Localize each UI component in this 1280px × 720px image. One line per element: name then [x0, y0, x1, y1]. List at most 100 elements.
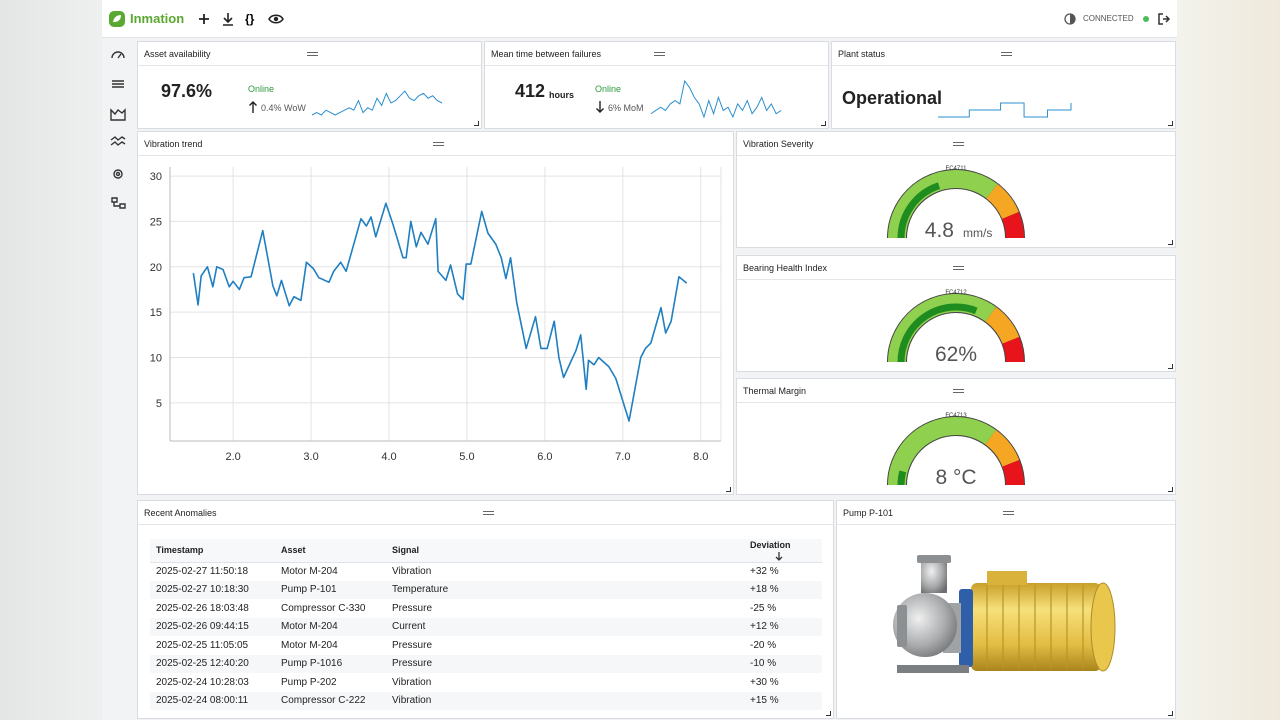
resize-handle[interactable]	[474, 121, 479, 126]
column-header[interactable]: Deviation	[744, 539, 822, 563]
logo	[109, 11, 125, 27]
table-row: 2025-02-26 09:44:15 Motor M-204 Current +12…	[150, 617, 822, 637]
line-chart: 5 10 15 20 25 30 2.0 3.0 4.0 5.0 6.0 7.0 8.0	[150, 167, 722, 463]
drag-handle[interactable]	[653, 52, 665, 56]
drag-handle[interactable]	[953, 142, 964, 146]
gauge-band	[888, 294, 996, 363]
kpi-change: 6% MoM	[608, 103, 644, 113]
anomalies-table: Timestamp Asset Signal Deviation 2025-02-27 …	[150, 539, 822, 711]
panel-title: Bearing Health Index	[737, 256, 1175, 280]
table-row: 2025-02-25 11:05:05 Motor M-204 Pressure -2…	[150, 636, 822, 655]
table-cell: +15 %	[744, 691, 822, 711]
resize-handle[interactable]	[1168, 121, 1173, 126]
table-cell: Current	[386, 617, 744, 637]
resize-handle[interactable]	[1168, 240, 1173, 245]
table-row: 2025-02-24 08:00:11 Compressor C-222 Vibra…	[150, 691, 822, 711]
sort-icon	[775, 551, 783, 561]
table-cell: Temperature	[386, 580, 744, 600]
gauge-value	[897, 303, 978, 363]
resize-handle[interactable]	[1168, 364, 1173, 369]
table-cell: 2025-02-26 18:03:48	[156, 602, 249, 614]
resize-handle[interactable]	[826, 711, 831, 716]
kpi-unit: hours	[549, 90, 575, 100]
arrow-down	[596, 101, 604, 113]
kpi-status: Online	[595, 84, 622, 94]
gauge-value	[897, 182, 941, 239]
drag-handle[interactable]	[482, 511, 494, 515]
y-tick-label: 25	[150, 216, 162, 228]
table-row: 2025-02-26 18:03:48 Compressor C-330 Press…	[150, 599, 822, 618]
table-cell: Vibration	[386, 691, 744, 711]
kpi-value: 412	[515, 81, 546, 101]
logout[interactable]	[1157, 12, 1171, 26]
kpi-panel: Plant status Operational	[831, 41, 1176, 129]
resize-handle[interactable]	[821, 121, 826, 126]
connection-status: CONNECTED	[1083, 14, 1134, 23]
panel-title: Recent Anomalies	[138, 501, 833, 525]
drag-handle[interactable]	[432, 142, 444, 146]
x-tick-label: 6.0	[537, 451, 552, 463]
theme-toggle[interactable]	[1064, 13, 1076, 25]
table-cell: 2025-02-24 10:28:03	[156, 676, 249, 688]
line-series	[192, 202, 688, 422]
sparkline	[311, 90, 443, 116]
column-header: Timestamp	[150, 539, 275, 563]
gauge-band	[1002, 211, 1024, 239]
table-cell: 2025-02-27 10:18:30	[150, 580, 275, 600]
status-dot	[1143, 16, 1149, 22]
gauge-value-label: 4.8	[925, 219, 954, 242]
sparkline-line	[311, 90, 443, 116]
svg-text:{}: {}	[245, 12, 255, 26]
panel-title: Plant status	[832, 42, 1175, 66]
drag-handle[interactable]	[953, 266, 964, 270]
chart-panel: 5 10 15 20 25 30 2.0 3.0 4.0 5.0 6.0 7.0 8.0 Vibrati…	[137, 131, 734, 495]
x-tick-label: 4.0	[381, 451, 396, 463]
table-cell: +12 %	[744, 617, 822, 637]
drag-handle[interactable]	[1000, 52, 1012, 56]
table-cell: Pressure	[386, 654, 744, 674]
column-header: Signal	[386, 539, 744, 563]
resize-handle[interactable]	[1168, 487, 1173, 492]
y-tick-label: 10	[150, 353, 162, 365]
resize-handle[interactable]	[726, 487, 731, 492]
sidebar[interactable]	[102, 38, 135, 218]
table-cell: +18 %	[744, 580, 822, 600]
panel-title: Vibration Severity	[737, 132, 1175, 156]
table-row: 2025-02-27 10:18:30 Pump P-101 Temperature…	[150, 580, 822, 600]
resize-handle[interactable]	[1168, 711, 1173, 716]
y-tick-label: 30	[150, 171, 162, 183]
header-row: Timestamp Asset Signal Deviation	[150, 539, 822, 563]
drag-handle[interactable]	[953, 389, 964, 393]
gauge-tag: FC4712	[945, 290, 967, 296]
toolbar[interactable]: {}	[196, 11, 286, 27]
gauge-band	[986, 184, 1019, 220]
gauge-tag: FC4711	[946, 166, 968, 172]
table-cell: Vibration	[392, 676, 432, 688]
table-cell: 2025-02-25 12:40:20	[150, 654, 275, 674]
gauge-band	[1002, 336, 1024, 363]
gauge-band	[888, 170, 998, 239]
y-tick-label: 5	[156, 398, 162, 410]
panel-title: Vibration trend	[138, 132, 733, 156]
gauge-value	[897, 470, 907, 486]
drag-handle[interactable]	[306, 52, 318, 56]
image-panel: Pump P-101	[836, 500, 1176, 719]
table-cell: Motor M-204	[275, 617, 386, 637]
sparkline	[650, 80, 782, 118]
table-cell: Pressure	[392, 602, 433, 614]
gauge-unit: mm/s	[963, 226, 992, 240]
x-tick-label: 8.0	[693, 451, 708, 463]
gauge-panel: FC4712 62% Bearing Health Index	[736, 255, 1176, 372]
kpi-change: 0.4% WoW	[261, 103, 306, 113]
y-tick-label: 20	[150, 262, 162, 274]
drag-handle[interactable]	[1003, 511, 1014, 515]
gauge-value-label: 8 °C	[935, 466, 976, 489]
gauge: FC4712 62%	[887, 290, 1025, 366]
table-cell: Motor M-204	[281, 639, 338, 651]
sparkline-line	[650, 80, 782, 118]
table-cell: +32 %	[750, 566, 779, 578]
table-cell: -20 %	[750, 639, 777, 651]
kpi-value: 97.6%	[161, 81, 213, 101]
table-cell: Motor M-204	[281, 566, 338, 578]
